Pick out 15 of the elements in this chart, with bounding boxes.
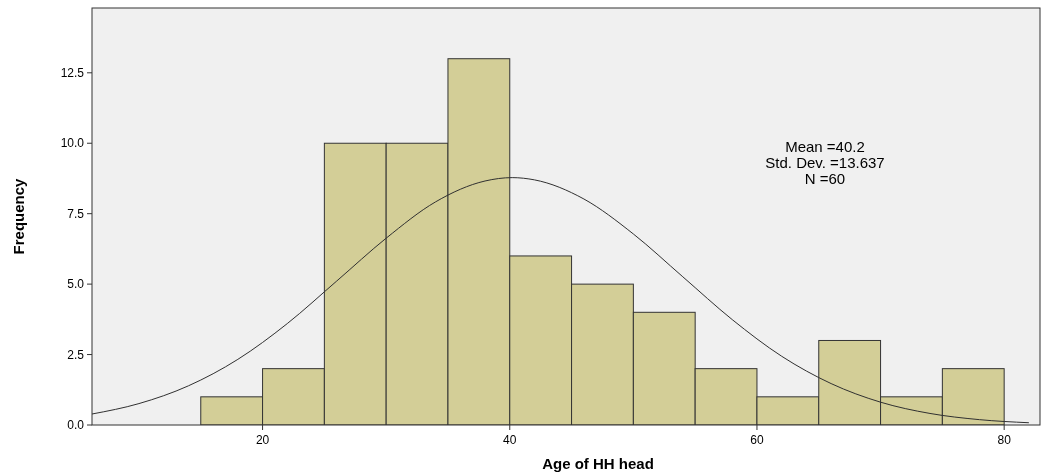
y-tick-label: 7.5 xyxy=(67,206,85,221)
x-tick-label: 80 xyxy=(997,433,1012,447)
x-axis-title: Age of HH head xyxy=(542,455,654,472)
y-tick-label: 2.5 xyxy=(67,347,85,362)
y-tick-label: 12.5 xyxy=(60,66,85,80)
x-tick-label: 40 xyxy=(503,433,517,447)
annotation: Mean =40.2 xyxy=(785,138,865,155)
y-axis-title: Frequency xyxy=(10,177,27,255)
x-tick-label: 20 xyxy=(255,433,270,447)
annotation: N =60 xyxy=(804,170,846,187)
y-tick-label: 0.0 xyxy=(67,418,85,433)
x-tick-label: 60 xyxy=(750,433,764,447)
y-tick-label: 10.0 xyxy=(60,136,85,151)
y-tick-label: 5.0 xyxy=(67,277,85,292)
annotation: Std. Dev. =13.637 xyxy=(765,154,885,171)
